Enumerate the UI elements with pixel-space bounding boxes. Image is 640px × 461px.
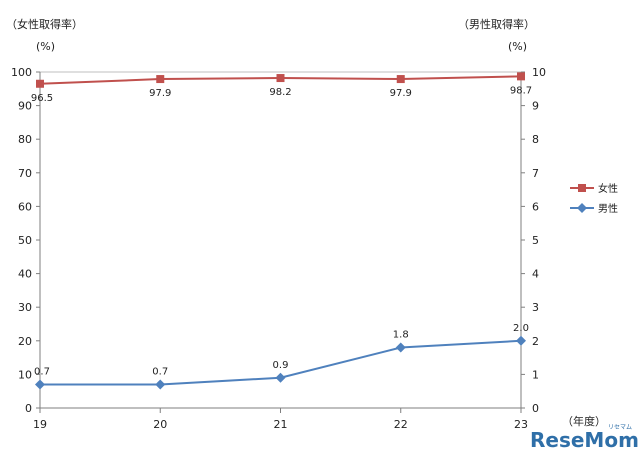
right-tick-label: 1 xyxy=(532,368,539,381)
data-label: 98.7 xyxy=(510,85,532,96)
x-axis-unit: （年度） xyxy=(562,414,606,428)
data-label: 98.2 xyxy=(269,87,291,98)
plot-area xyxy=(39,71,522,409)
left-tick-label: 90 xyxy=(18,100,32,113)
watermark-text: ReseMom xyxy=(530,428,639,452)
left-tick-label: 30 xyxy=(18,301,32,314)
data-label: 0.9 xyxy=(273,360,289,371)
data-label: 96.5 xyxy=(31,93,53,104)
data-label: 2.0 xyxy=(513,323,529,334)
right-tick-label: 2 xyxy=(532,335,539,348)
data-point-square xyxy=(276,74,285,83)
legend-marker-square xyxy=(578,184,586,192)
left-tick-label: 0 xyxy=(25,402,32,415)
data-point-square xyxy=(156,75,165,84)
left-tick-label: 100 xyxy=(11,66,32,79)
data-point-diamond xyxy=(395,342,406,353)
data-point-square xyxy=(517,72,525,81)
data-label: 97.9 xyxy=(149,88,171,99)
left-tick-label: 20 xyxy=(18,335,32,348)
x-tick-label: 21 xyxy=(274,418,288,431)
data-label: 0.7 xyxy=(34,366,50,377)
data-label: 0.7 xyxy=(152,366,168,377)
data-label: 97.9 xyxy=(390,88,412,99)
right-tick-label: 3 xyxy=(532,301,539,314)
data-point-square xyxy=(396,75,405,84)
resemom-logo: ReseMom リセマム xyxy=(530,424,639,452)
left-axis-title: （女性取得率） xyxy=(6,17,83,31)
right-tick-label: 7 xyxy=(532,167,539,180)
data-point-diamond xyxy=(516,335,526,346)
right-tick-label: 6 xyxy=(532,200,539,213)
left-tick-label: 80 xyxy=(18,133,32,146)
left-tick-label: 10 xyxy=(18,368,32,381)
right-tick-label: 5 xyxy=(532,234,539,247)
left-tick-label: 70 xyxy=(18,167,32,180)
data-point-diamond xyxy=(35,379,45,390)
right-tick-label: 8 xyxy=(532,133,539,146)
data-point-diamond xyxy=(275,372,286,383)
data-label: 1.8 xyxy=(393,330,409,341)
series-layer: 96.5 97.9 98.2 97.9 98.7 0.7 0.7 0.9 1.8 2.0 xyxy=(31,72,532,390)
watermark-small-text: リセマム xyxy=(608,424,632,431)
left-tick-label: 50 xyxy=(18,234,32,247)
right-axis-unit: (%) xyxy=(508,40,527,53)
right-tick-label: 9 xyxy=(532,100,539,113)
x-tick-label: 23 xyxy=(514,418,528,431)
x-tick-label: 19 xyxy=(33,418,47,431)
left-axis-unit: (%) xyxy=(36,40,55,53)
legend-entry-label: 女性 xyxy=(598,182,618,195)
left-tick-label: 40 xyxy=(18,268,32,281)
x-tick-label: 22 xyxy=(394,418,408,431)
right-tick-label: 4 xyxy=(532,268,539,281)
x-tick-label: 20 xyxy=(153,418,167,431)
right-tick-label: 0 xyxy=(532,402,539,415)
data-point-square xyxy=(36,79,44,88)
data-point-diamond xyxy=(155,379,166,390)
right-tick-label: 10 xyxy=(532,66,546,79)
right-axis-title: （男性取得率） xyxy=(458,17,535,31)
legend-marker-diamond xyxy=(577,203,587,213)
left-tick-label: 60 xyxy=(18,200,32,213)
legend-entry-label: 男性 xyxy=(598,202,618,215)
